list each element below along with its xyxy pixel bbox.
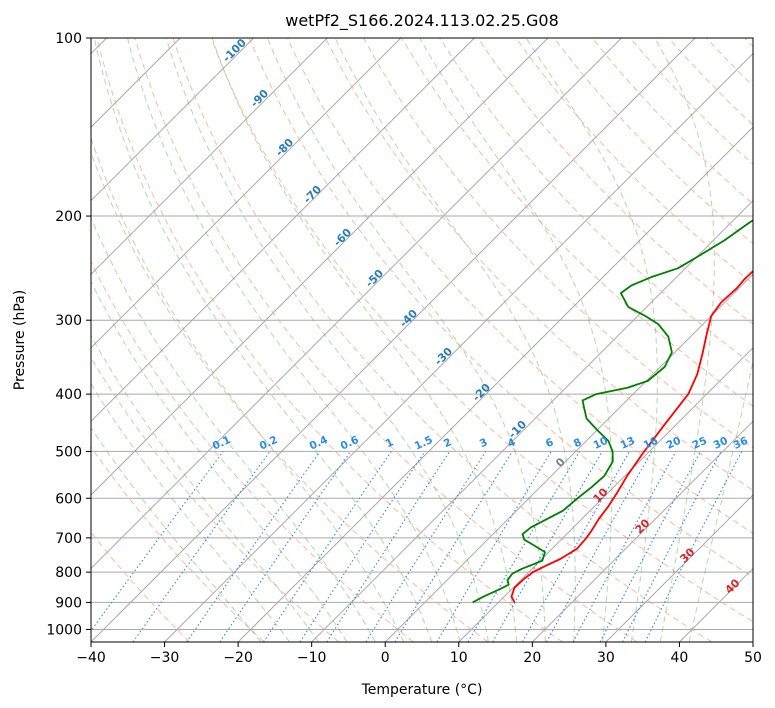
- mixing-ratio-line: [572, 451, 677, 642]
- mixing-ratio-label: 8: [572, 436, 584, 450]
- y-tick-label: 300: [55, 313, 82, 329]
- dry-adiabat: [515, 38, 753, 285]
- mixing-ratio-label: 2: [442, 436, 454, 450]
- y-tick-label: 700: [55, 531, 82, 547]
- mixing-ratio-label: 25: [691, 435, 709, 452]
- profile-lines: [472, 219, 753, 604]
- dry-adiabat: [210, 38, 753, 623]
- moist-adiabat: [91, 216, 376, 642]
- mixing-ratio-line: [219, 451, 352, 642]
- dry-adiabat: [91, 260, 414, 642]
- y-tick-label: 200: [55, 209, 82, 225]
- mixing-ratio-label: 4: [506, 436, 518, 450]
- moist-adiabat: [525, 38, 658, 642]
- chart-title: wetPf2_S166.2024.113.02.25.G08: [285, 11, 559, 31]
- y-tick-label: 500: [55, 444, 82, 460]
- x-tick-label: 40: [671, 650, 689, 666]
- background-lines: [91, 38, 753, 642]
- y-tick-label: 600: [55, 491, 82, 507]
- mixing-ratio-line: [132, 451, 271, 642]
- dry-adiabat: [91, 445, 265, 642]
- x-tick-label: −30: [150, 650, 180, 666]
- isotherm--30: [164, 52, 753, 642]
- moist-adiabat: [91, 136, 405, 642]
- moist-adiabat: [211, 38, 518, 642]
- mixing-ratio-line: [299, 451, 426, 642]
- mixing-ratio-line: [326, 451, 451, 642]
- isotherm--100: [91, 38, 255, 202]
- x-tick-label: 10: [450, 650, 468, 666]
- mixing-ratio-line: [522, 451, 631, 642]
- mixing-ratio-label: 36: [732, 435, 750, 452]
- x-axis-label: Temperature (°C): [361, 682, 483, 698]
- dry-adiabat: [91, 356, 340, 642]
- isotherm--90: [91, 38, 328, 275]
- isotherm--60: [91, 38, 549, 496]
- x-tick-label: 30: [597, 650, 615, 666]
- y-tick-label: 800: [55, 565, 82, 581]
- moist-adiabat: [93, 38, 433, 642]
- dry-adiabat: [325, 38, 753, 491]
- mixing-ratio-line: [644, 451, 743, 642]
- x-axis: −40 −30 −20 −10 0 10 20 30 40 50: [76, 642, 762, 666]
- plot-frame: [90, 37, 754, 643]
- x-tick-label: −40: [76, 650, 106, 666]
- moist-adiabat: [688, 359, 753, 642]
- x-tick-label: −10: [297, 650, 327, 666]
- mixing-ratio-label: 16: [642, 435, 660, 452]
- x-tick-label: 0: [381, 650, 390, 666]
- mixing-ratio-line: [394, 451, 513, 642]
- moist-adiabat: [165, 38, 489, 642]
- isotherm-10: [458, 347, 753, 642]
- moist-adiabat: [91, 426, 262, 642]
- dry-adiabat: [248, 38, 753, 578]
- isotherm--70: [91, 38, 475, 423]
- isotherm-30: [605, 494, 753, 642]
- moist-adiabat: [127, 38, 461, 642]
- y-axis-label: Pressure (hPa): [12, 290, 28, 390]
- mixing-ratio-line: [546, 451, 653, 642]
- y-tick-label: 1000: [46, 622, 82, 638]
- y-tick-label: 100: [55, 31, 82, 47]
- mixing-ratio-label: 20: [665, 435, 683, 452]
- profile-series-1: [472, 219, 753, 604]
- mixing-ratio-label: 30: [712, 435, 730, 452]
- mixing-ratio-label: 6: [544, 436, 556, 450]
- mixing-ratio-label: 10: [592, 435, 610, 452]
- mixing-ratio-line: [263, 451, 392, 642]
- isotherm-20: [531, 420, 753, 642]
- dry-adiabat: [286, 38, 753, 535]
- mixing-ratio-line: [91, 451, 224, 632]
- x-tick-label: 20: [523, 650, 541, 666]
- y-tick-label: 400: [55, 387, 82, 403]
- mixing-ratio-label: 1: [384, 436, 396, 450]
- dry-adiabat: [96, 38, 563, 642]
- x-tick-label: −20: [223, 650, 253, 666]
- dry-adiabat: [134, 38, 638, 642]
- isotherm--50: [91, 38, 622, 570]
- isotherm--20: [237, 126, 753, 642]
- moist-adiabat: [334, 38, 576, 642]
- y-tick-label: 900: [55, 595, 82, 611]
- isotherm-0: [384, 273, 753, 642]
- mixing-ratio-line: [186, 451, 321, 642]
- dry-adiabat: [172, 38, 713, 642]
- moist-adiabat: [91, 382, 291, 642]
- moist-adiabat: [266, 38, 546, 642]
- mixing-ratio-label: 13: [619, 435, 637, 452]
- y-axis: 100 200 300 400 500 600 700 800 900 1000: [46, 31, 91, 638]
- isotherm--80: [91, 38, 402, 349]
- profile-series-0: [510, 270, 753, 603]
- moist-adiabat: [419, 38, 613, 642]
- mixing-ratio-label: 3: [478, 436, 490, 450]
- isotherm--40: [91, 38, 696, 642]
- x-tick-label: 50: [744, 650, 762, 666]
- moist-adiabat: [654, 38, 715, 642]
